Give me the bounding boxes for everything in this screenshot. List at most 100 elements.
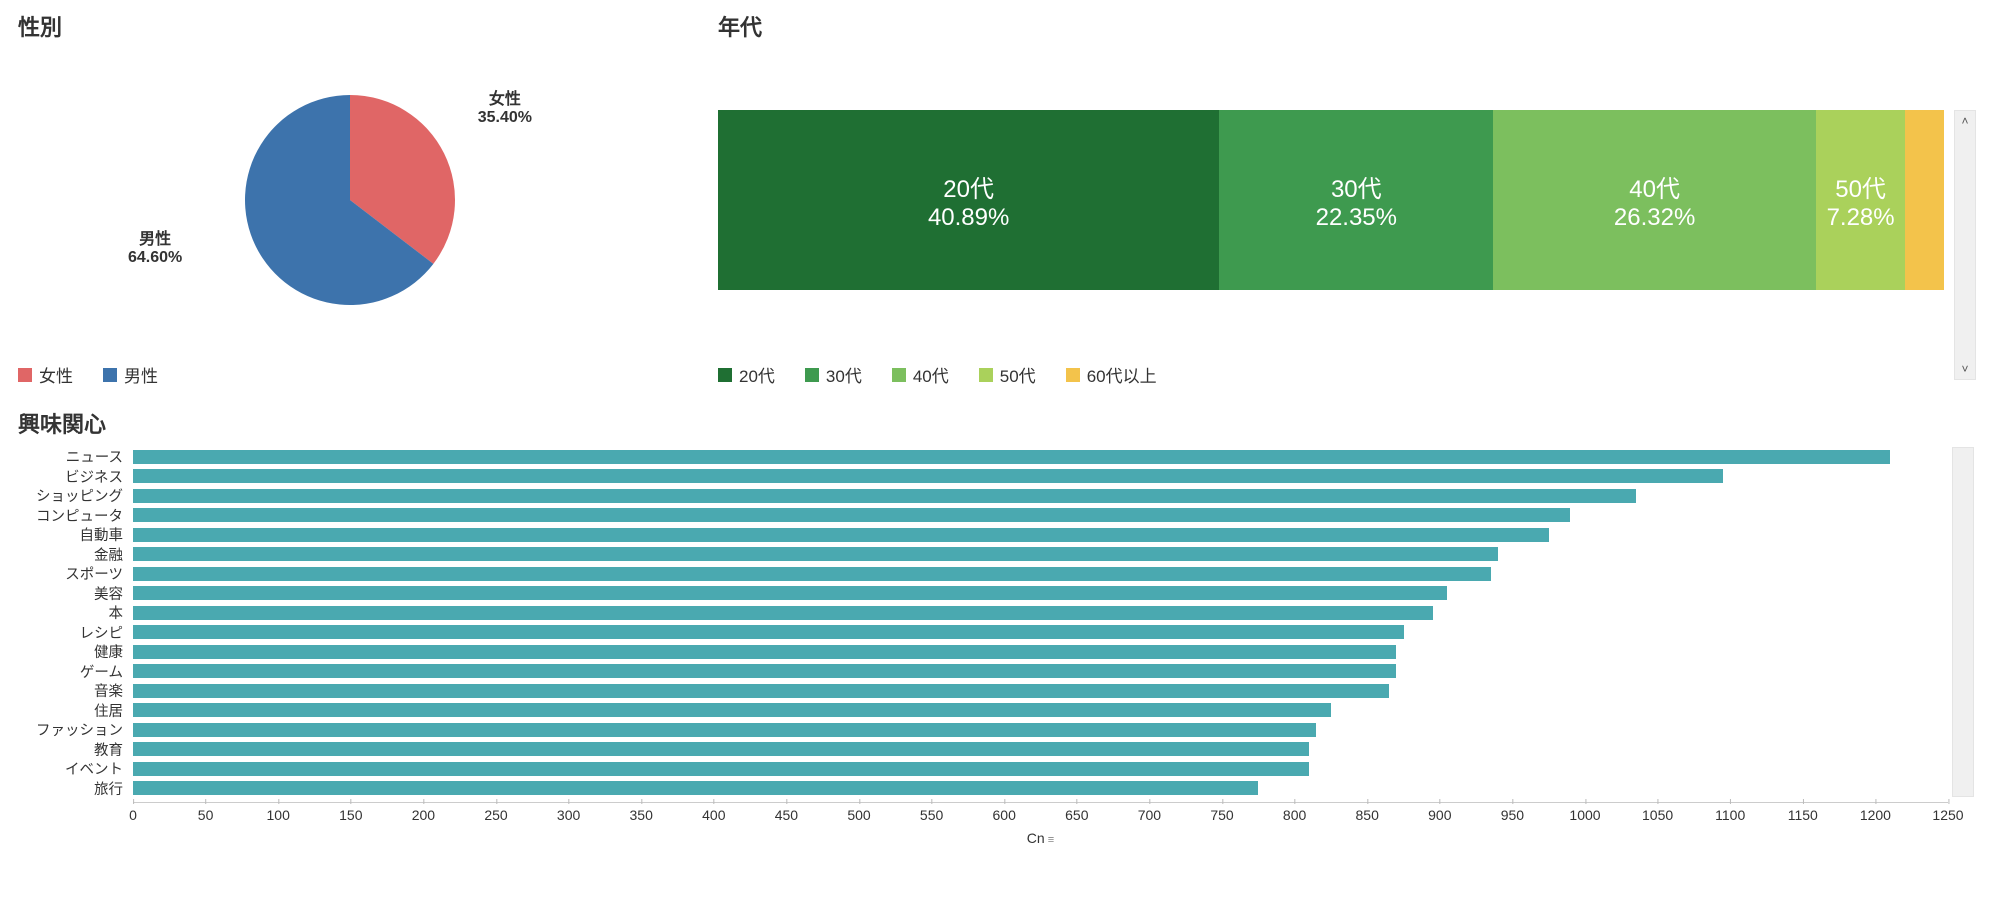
interest-row: イベント	[133, 759, 1948, 779]
interests-scrollbar[interactable]	[1952, 447, 1974, 797]
interest-category-label: コンピュータ	[13, 505, 123, 526]
axis-tick: 450	[775, 807, 798, 823]
interest-category-label: ファッション	[13, 719, 123, 740]
age-segment-label: 50代	[1835, 169, 1886, 204]
interest-row: ゲーム	[133, 662, 1948, 682]
age-chart: 20代40.89%30代22.35%40代26.32%50代7.28% ˄ ˅	[718, 50, 1976, 350]
age-title: 年代	[718, 10, 1976, 42]
interest-bar-track	[133, 606, 1948, 620]
axis-tick: 250	[484, 807, 507, 823]
legend-label: 女性	[39, 362, 73, 387]
legend-swatch	[103, 368, 117, 382]
legend-swatch	[1066, 368, 1080, 382]
interest-bar-track	[133, 684, 1948, 698]
axis-tick: 650	[1065, 807, 1088, 823]
interest-row: 金融	[133, 545, 1948, 565]
legend-label: 60代以上	[1087, 362, 1157, 387]
interests-x-axis-label: Cn	[133, 830, 1948, 846]
interest-category-label: 本	[13, 602, 123, 623]
age-segment: 30代22.35%	[1219, 110, 1493, 290]
interest-bar	[133, 528, 1549, 542]
age-segment: 50代7.28%	[1816, 110, 1905, 290]
legend-swatch	[892, 368, 906, 382]
interest-row: ニュース	[133, 447, 1948, 467]
pie-svg	[220, 70, 480, 330]
axis-tick: 850	[1356, 807, 1379, 823]
interest-bar-track	[133, 469, 1948, 483]
legend-item[interactable]: 男性	[103, 362, 158, 387]
interest-category-label: ゲーム	[13, 661, 123, 682]
age-panel: 年代 20代40.89%30代22.35%40代26.32%50代7.28% ˄…	[700, 0, 1994, 397]
interest-bar	[133, 606, 1433, 620]
interest-bar-track	[133, 742, 1948, 756]
axis-tick: 1150	[1788, 807, 1818, 823]
interest-bar	[133, 450, 1890, 464]
interest-bar-track	[133, 781, 1948, 795]
age-legend: 20代 30代 40代 50代 60代以上	[718, 362, 1976, 387]
interest-row: ファッション	[133, 720, 1948, 740]
interest-bar	[133, 664, 1396, 678]
axis-tick: 200	[412, 807, 435, 823]
interest-bar-track	[133, 645, 1948, 659]
age-segment-pct: 22.35%	[1316, 204, 1397, 232]
gender-legend: 女性 男性	[18, 362, 682, 387]
legend-swatch	[718, 368, 732, 382]
axis-tick: 600	[993, 807, 1016, 823]
scroll-up-icon[interactable]: ˄	[1961, 111, 1968, 131]
pie-label-female-name: 女性	[478, 85, 532, 109]
axis-tick: 50	[198, 807, 214, 823]
interest-bar	[133, 567, 1491, 581]
interest-bar-track	[133, 586, 1948, 600]
legend-item[interactable]: 50代	[979, 362, 1036, 387]
legend-label: 男性	[124, 362, 158, 387]
age-segment	[1905, 110, 1944, 290]
interest-row: 本	[133, 603, 1948, 623]
pie-label-male: 男性 64.60%	[128, 225, 182, 267]
interest-category-label: 美容	[13, 583, 123, 604]
axis-tick: 1100	[1715, 807, 1745, 823]
legend-item[interactable]: 40代	[892, 362, 949, 387]
axis-tick: 500	[847, 807, 870, 823]
interest-row: 住居	[133, 701, 1948, 721]
interest-bar	[133, 645, 1396, 659]
interest-bar-track	[133, 489, 1948, 503]
axis-tick: 300	[557, 807, 580, 823]
age-segment-pct: 40.89%	[928, 204, 1009, 232]
age-scrollbar[interactable]: ˄ ˅	[1954, 110, 1976, 380]
interest-row: 健康	[133, 642, 1948, 662]
legend-label: 20代	[739, 362, 775, 387]
gender-pie-chart: 女性 35.40% 男性 64.60%	[18, 50, 682, 350]
interest-bar-track	[133, 528, 1948, 542]
legend-item[interactable]: 30代	[805, 362, 862, 387]
axis-tick: 700	[1138, 807, 1161, 823]
interest-bar	[133, 586, 1447, 600]
legend-swatch	[805, 368, 819, 382]
legend-label: 40代	[913, 362, 949, 387]
interest-category-label: ショッピング	[13, 485, 123, 506]
scroll-down-icon[interactable]: ˅	[1961, 359, 1968, 379]
interest-bar	[133, 703, 1331, 717]
interest-row: 教育	[133, 740, 1948, 760]
legend-item[interactable]: 女性	[18, 362, 73, 387]
interest-bar	[133, 723, 1316, 737]
legend-item[interactable]: 20代	[718, 362, 775, 387]
interest-bar	[133, 684, 1389, 698]
axis-tick: 1250	[1932, 807, 1963, 823]
interests-x-axis: 0501001502002503003504004505005506006507…	[133, 802, 1948, 828]
interest-category-label: 金融	[13, 544, 123, 565]
interest-bar-track	[133, 664, 1948, 678]
legend-item[interactable]: 60代以上	[1066, 362, 1157, 387]
interest-category-label: 住居	[13, 700, 123, 721]
pie-label-female: 女性 35.40%	[478, 85, 532, 127]
interest-bar	[133, 547, 1498, 561]
legend-label: 50代	[1000, 362, 1036, 387]
age-stacked-bar: 20代40.89%30代22.35%40代26.32%50代7.28%	[718, 110, 1944, 290]
interest-category-label: ニュース	[13, 446, 123, 467]
axis-tick: 1050	[1642, 807, 1673, 823]
axis-tick: 350	[630, 807, 653, 823]
interest-row: 自動車	[133, 525, 1948, 545]
interest-category-label: 健康	[13, 641, 123, 662]
interest-row: ビジネス	[133, 467, 1948, 487]
legend-label: 30代	[826, 362, 862, 387]
interest-bar	[133, 508, 1570, 522]
